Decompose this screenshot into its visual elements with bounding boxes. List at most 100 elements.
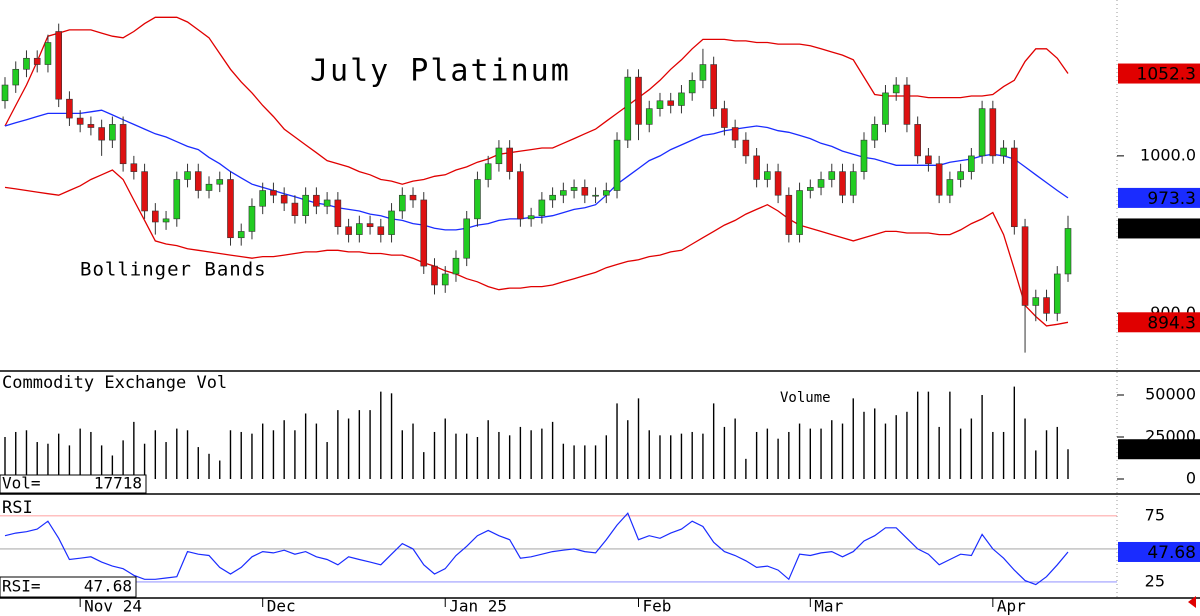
candle-body <box>44 42 52 65</box>
candle-body <box>560 190 567 196</box>
annotation: Bollinger Bands <box>80 259 267 281</box>
candle-body <box>366 223 374 228</box>
x-tick-label: Dec <box>267 597 296 616</box>
candle-body <box>109 124 116 141</box>
candle-body <box>602 190 610 196</box>
candle-body <box>12 68 20 86</box>
x-tick-label: Feb <box>643 597 672 616</box>
candle-body <box>398 194 406 212</box>
candle-body <box>785 194 793 235</box>
candle-body <box>270 190 277 196</box>
value-badge <box>1118 312 1200 333</box>
candle-body <box>742 139 750 157</box>
candle-body <box>506 147 513 172</box>
y-tick-label: 1000.0 <box>1140 145 1196 164</box>
readout-box <box>0 474 147 494</box>
candle-body <box>656 100 664 109</box>
x-tick-label: Mar <box>814 597 843 616</box>
candle-body <box>87 124 95 128</box>
candle-body <box>280 194 288 204</box>
candle-body <box>452 257 460 275</box>
candle-body <box>441 273 449 286</box>
candle-body <box>892 84 900 94</box>
candle-body <box>527 215 535 220</box>
value-badge <box>1118 218 1200 239</box>
candle-body <box>1032 297 1040 306</box>
chart-title: July Platinum <box>310 54 571 89</box>
candle-body <box>613 139 621 191</box>
candle-body <box>377 226 385 235</box>
candle-body <box>495 147 503 165</box>
candle-body <box>313 194 320 207</box>
candle-body <box>55 31 62 100</box>
candle-body <box>463 218 471 259</box>
readout-value: 17718 <box>94 474 142 493</box>
y-tick-label: 25 <box>1145 571 1165 590</box>
readout-label: Vol= <box>2 474 41 493</box>
candle-body <box>882 92 889 125</box>
candle-body <box>216 179 224 185</box>
bollinger-middle <box>4 109 1069 231</box>
x-tick-label: Apr <box>997 597 1026 616</box>
candle-body <box>1000 147 1007 157</box>
candle-body <box>946 179 954 196</box>
candle-body <box>227 179 234 239</box>
candle-body <box>828 171 836 180</box>
candle-body <box>774 171 782 196</box>
readout-label: RSI= <box>2 577 41 596</box>
candle-body <box>635 76 642 125</box>
candle-body <box>323 199 331 207</box>
candle-body <box>173 179 181 220</box>
candle-body <box>978 108 986 157</box>
candle-body <box>1053 273 1061 314</box>
value-badge <box>1118 187 1200 208</box>
candle-body <box>184 171 191 180</box>
candle-body <box>1064 228 1072 275</box>
rsi-title: RSI <box>2 498 33 518</box>
candle-body <box>1011 147 1018 228</box>
candle-body <box>162 218 170 223</box>
candle-body <box>570 187 578 191</box>
candle-body <box>731 127 739 141</box>
candle-body <box>688 79 696 94</box>
readout-box <box>0 576 137 598</box>
candle-body <box>291 202 299 217</box>
y-tick-label: 50000 <box>1145 384 1196 403</box>
candle-body <box>484 163 492 180</box>
candle-body <box>141 171 148 212</box>
candle-body <box>248 205 256 232</box>
candle-body <box>98 127 105 141</box>
candle-body <box>420 199 428 267</box>
value-badge <box>1118 439 1200 460</box>
candle-body <box>678 92 685 106</box>
candle-body <box>989 108 997 157</box>
candle-body <box>431 265 438 286</box>
candle-body <box>259 190 266 207</box>
candle-body <box>721 108 728 128</box>
candle-body <box>764 171 771 180</box>
candle-body <box>334 199 342 228</box>
candle-body <box>860 139 868 172</box>
candle-body <box>710 64 717 109</box>
volume-title: Commodity Exchange Vol <box>2 373 227 393</box>
bollinger-upper <box>4 16 1069 185</box>
candle-body <box>592 194 599 197</box>
candle-body <box>667 100 675 106</box>
scroll-arrow <box>1188 596 1196 608</box>
value-badge-label: 47.68 <box>1147 543 1196 563</box>
candle-body <box>549 194 556 201</box>
candle-body <box>23 57 30 70</box>
volume-label: Volume <box>780 390 831 406</box>
candle-body <box>119 124 127 165</box>
value-badge-label: 17718 <box>1142 440 1196 460</box>
value-badge-label: 953.9 <box>1147 219 1196 239</box>
y-tick-label: 0 <box>1186 469 1196 488</box>
x-tick-label: Nov 24 <box>84 597 142 616</box>
candle-body <box>871 124 879 141</box>
candle-body <box>699 64 707 81</box>
bollinger-lower <box>4 169 1069 327</box>
candle-body <box>935 163 943 196</box>
candle-body <box>903 84 911 125</box>
readout-value: 47.68 <box>84 577 132 596</box>
